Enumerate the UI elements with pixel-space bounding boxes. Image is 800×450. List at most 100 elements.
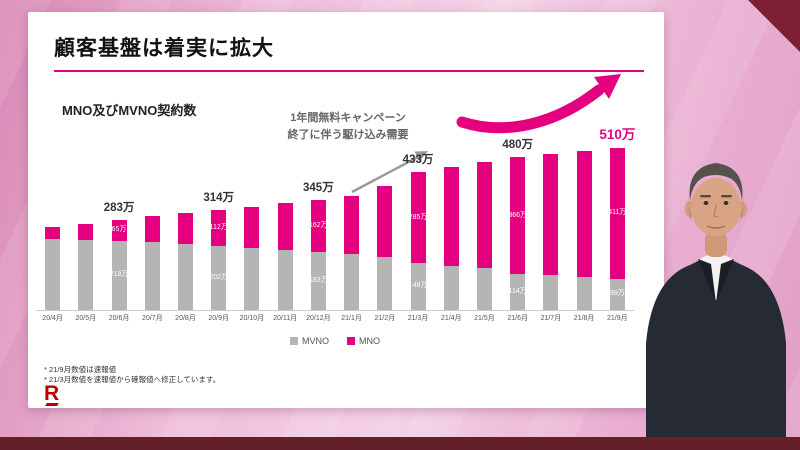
bar-segment-mvno (211, 245, 227, 310)
bar-column: 480万 366万 114万 21/6月 (501, 132, 534, 322)
bar-stack (543, 154, 559, 310)
bar-segment-mvno (377, 257, 393, 310)
x-axis-label: 20/5月 (75, 315, 97, 322)
x-axis-label: 21/7月 (540, 315, 562, 322)
title-underline (54, 70, 644, 72)
bar-stack (377, 186, 393, 310)
bar-segment-mno (476, 162, 492, 269)
footnote-1: * 21/9月数値は速報値 (44, 365, 117, 374)
bar-segment-mno (443, 166, 459, 266)
bar-segment-mno (576, 151, 592, 277)
mvno-value-label: 202万 (209, 273, 229, 281)
total-label: 480万 (502, 139, 534, 152)
bar-chart: 20/4月 20/5月 283万 65万 218万 20/6月 20/7月 20/8月 314万… (36, 127, 635, 322)
bar-stack (277, 203, 293, 310)
mno-value-label: 162万 (309, 222, 328, 230)
bar-segment-mvno (310, 251, 326, 310)
corner-accent (748, 0, 800, 52)
x-axis-label: 21/9月 (607, 315, 628, 322)
mno-value-label: 285万 (408, 213, 428, 221)
bar-column: 314万 112万 202万 20/9月 (202, 132, 235, 322)
bar-column: 21/4月 (435, 132, 468, 322)
bar-segment-mno (609, 147, 625, 279)
total-label: 433万 (402, 154, 434, 167)
x-axis-label: 21/1月 (341, 315, 362, 322)
bar-segment-mvno (244, 247, 260, 310)
bar-stack (576, 151, 592, 310)
campaign-annotation: 1年間無料キャンペーン 終了に伴う駆け込み需要 (243, 110, 453, 143)
bar-segment-mvno (177, 243, 193, 310)
bar-segment-mno (244, 206, 260, 248)
bar-segment-mvno (410, 262, 426, 310)
mvno-value-label: 99万 (609, 290, 625, 298)
bar-segment-mno (510, 157, 526, 274)
legend-label: MNO (359, 336, 380, 346)
bar-stack (78, 224, 94, 310)
bar-segment-mvno (78, 239, 94, 310)
bar-column: 20/7月 (136, 132, 169, 322)
bar-column: 433万 285万 148万 21/3月 (401, 132, 434, 322)
x-axis-label: 21/4月 (440, 315, 462, 322)
bar-segment-mno (277, 203, 293, 250)
bar-segment-mno (543, 154, 559, 276)
x-axis-label: 20/4月 (42, 315, 63, 322)
total-label: 345万 (303, 182, 334, 195)
slide-card: 顧客基盤は着実に拡大 MNO及びMVNO契約数 1年間無料キャンペーン 終了に伴… (28, 12, 664, 408)
bar-segment-mvno (344, 254, 360, 310)
chart-title: MNO及びMVNO契約数 (62, 103, 197, 118)
mvno-value-label: 114万 (508, 287, 527, 295)
x-axis-label: 21/3月 (407, 315, 429, 322)
bar-stack (177, 213, 193, 310)
bar-column: 345万 162万 183万 20/12月 (302, 132, 335, 322)
bar-segment-mvno (510, 273, 526, 310)
x-axis-label: 20/6月 (108, 315, 130, 322)
bar-stack (211, 210, 227, 310)
legend-item: MVNO (290, 336, 329, 346)
bar-column: 283万 65万 218万 20/6月 (102, 132, 135, 322)
bar-segment-mvno (111, 240, 127, 310)
bar-column: 20/11月 (269, 132, 302, 322)
bar-segment-mno (45, 227, 61, 239)
rakuten-logo-swoosh (45, 403, 59, 406)
legend-label: MVNO (302, 336, 329, 346)
mno-value-label: 65万 (111, 226, 127, 234)
bar-column: 21/2月 (368, 132, 401, 322)
x-axis-label: 21/6月 (507, 315, 528, 322)
bar-stack (310, 200, 326, 310)
annotation-line2: 終了に伴う駆け込み需要 (287, 128, 409, 141)
bar-segment-mno (344, 195, 360, 255)
x-axis-label: 20/8月 (175, 315, 196, 322)
presenter-photo (646, 163, 786, 437)
bar-segment-mno (78, 224, 94, 240)
bar-stack (443, 166, 459, 310)
bar-segment-mvno (144, 242, 160, 310)
bar-segment-mno (144, 216, 160, 243)
mno-value-label: 366万 (508, 211, 528, 219)
growth-arrow-icon (456, 74, 621, 134)
bar-segment-mvno (476, 268, 492, 310)
bar-stack (344, 195, 360, 310)
bar-segment-mno (310, 200, 326, 252)
bar-segment-mno (410, 172, 426, 263)
bar-column: 21/7月 (534, 132, 567, 322)
total-label: 510万 (599, 126, 636, 142)
chart-legend: MVNO MNO (36, 336, 634, 346)
bar-stack (111, 220, 127, 310)
x-axis-label: 20/12月 (306, 315, 331, 322)
bar-segment-mvno (443, 265, 459, 310)
x-axis-label: 20/11月 (273, 315, 298, 322)
x-axis-label: 20/7月 (141, 315, 163, 322)
bar-column: 21/5月 (468, 132, 501, 322)
mno-value-label: 411万 (608, 209, 627, 217)
bar-stack (45, 227, 61, 310)
mvno-value-label: 183万 (309, 276, 328, 284)
mno-value-label: 112万 (209, 224, 228, 231)
x-axis-label: 21/2月 (374, 315, 396, 322)
pointer-arrow-icon (351, 151, 428, 194)
bar-stack (476, 162, 492, 310)
bar-segment-mvno (277, 249, 293, 310)
bar-column: 20/8月 (169, 132, 202, 322)
bar-column: 21/1月 (335, 132, 368, 322)
bar-column: 21/8月 (568, 132, 601, 322)
